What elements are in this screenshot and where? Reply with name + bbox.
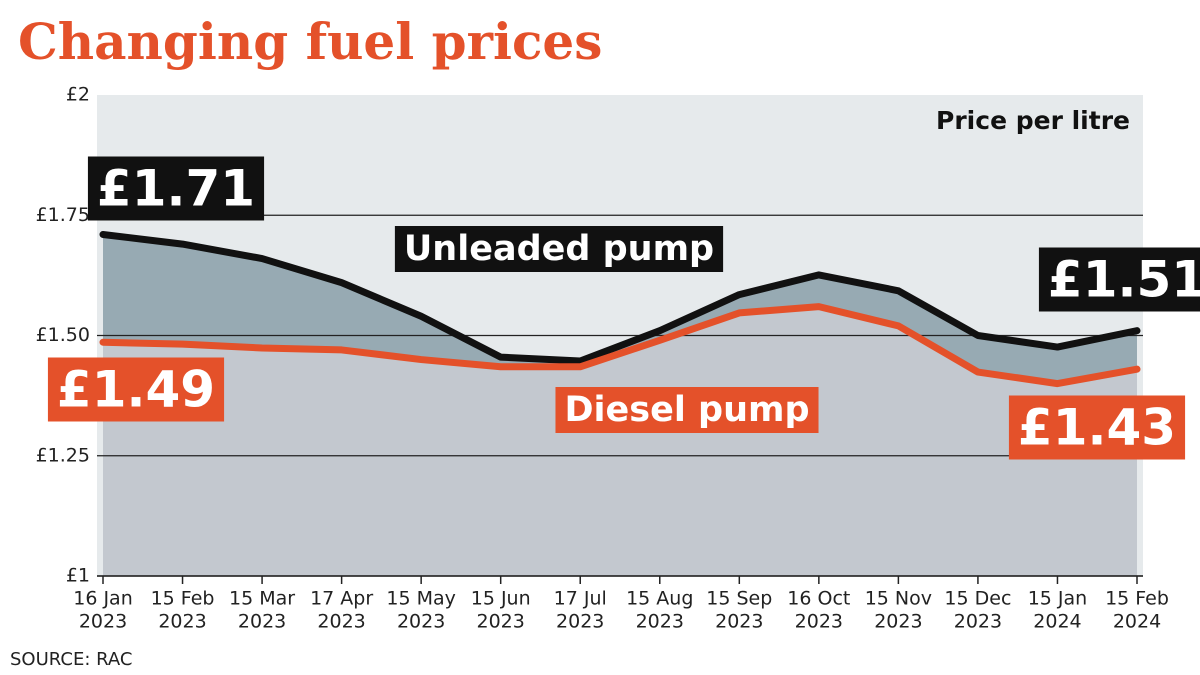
line	[99, 230, 1141, 365]
x-tick-label: 15 Feb	[1105, 588, 1169, 610]
x-tick-label: 2023	[397, 611, 445, 633]
x-tick-label: 15 Mar	[229, 588, 295, 610]
legend-label-box	[394, 226, 724, 272]
x-tick-label: 2024	[1033, 611, 1081, 633]
x-tick-label: 15 Jan	[1028, 588, 1088, 610]
x-tick-label: 2023	[317, 611, 365, 633]
x-tick-label: 2023	[158, 611, 206, 633]
value-label-box	[1008, 395, 1186, 460]
legend-label-text: Diesel pump	[564, 390, 809, 430]
x-tick-label: 16 Oct	[787, 588, 850, 610]
x-tick-label: 2023	[636, 611, 684, 633]
line	[99, 303, 1141, 388]
x-tick-label: 2023	[477, 611, 525, 633]
chart-title: Changing fuel prices	[18, 12, 602, 71]
y-tick-label: £1.50	[36, 324, 90, 346]
x-tick-label: 15 Feb	[151, 588, 215, 610]
value-label: £1.43	[1008, 395, 1186, 460]
value-label-text: £1.49	[57, 361, 215, 419]
value-label-text: £1.51	[1048, 251, 1200, 309]
legend-label: Unleaded pump	[394, 226, 724, 272]
y-tick-label: £2	[66, 84, 90, 106]
value-label: £1.71	[87, 156, 265, 221]
x-tick-label: 17 Apr	[310, 588, 373, 610]
x-tick-label: 2023	[715, 611, 763, 633]
x-tick-label: 15 Jun	[471, 588, 531, 610]
x-tick-label: 2023	[954, 611, 1002, 633]
x-tick-label: 2023	[79, 611, 127, 633]
source: SOURCE: RAC	[10, 649, 132, 670]
x-tick-label: 2023	[874, 611, 922, 633]
value-label: £1.49	[47, 357, 225, 422]
legend-label-box	[555, 387, 819, 433]
x-tick-label: 2023	[795, 611, 843, 633]
value-label: £1.51	[1038, 247, 1200, 312]
x-tick-label: 2024	[1113, 611, 1161, 633]
value-label-text: £1.71	[97, 160, 255, 218]
value-label-box	[87, 156, 265, 221]
area	[103, 306, 1137, 576]
y-tick-label: £1.25	[36, 444, 90, 466]
value-label-box	[47, 357, 225, 422]
x-tick-label: 15 May	[386, 588, 456, 610]
x-tick-label: 2023	[238, 611, 286, 633]
y-tick-label: £1.75	[36, 204, 90, 226]
unit-label: Price per litre	[936, 106, 1130, 135]
legend-label: Diesel pump	[555, 387, 819, 433]
x-tick-label: 2023	[556, 611, 604, 633]
y-tick-label: £1	[66, 565, 90, 587]
x-tick-label: 15 Nov	[865, 588, 932, 610]
x-tick-label: 15 Dec	[944, 588, 1011, 610]
value-label-text: £1.43	[1018, 399, 1176, 457]
x-tick-label: 15 Sep	[706, 588, 772, 610]
value-label-box	[1038, 247, 1200, 312]
x-tick-label: 16 Jan	[73, 588, 133, 610]
x-tick-label: 15 Aug	[626, 588, 693, 610]
legend-label-text: Unleaded pump	[404, 229, 714, 269]
x-tick-label: 17 Jul	[554, 588, 607, 610]
